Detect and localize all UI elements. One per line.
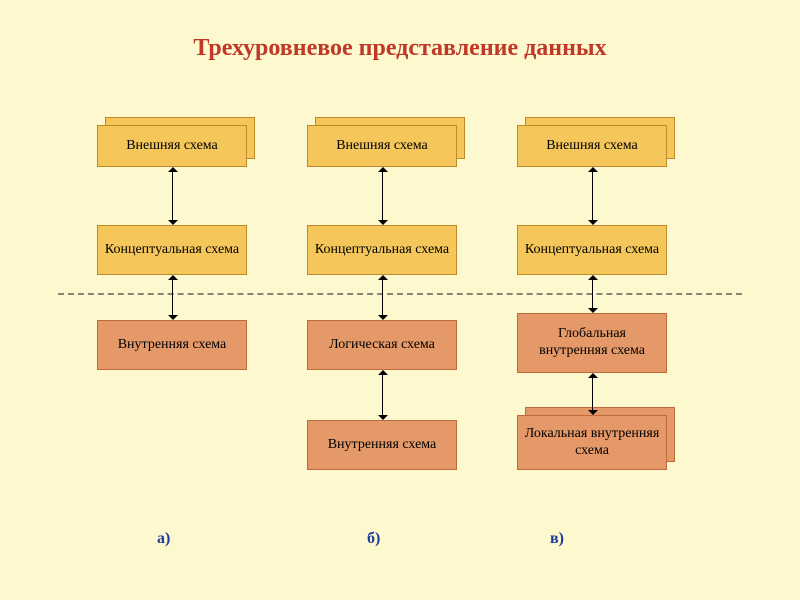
arrow-head-up-icon bbox=[168, 275, 178, 280]
arrow-head-down-icon bbox=[588, 308, 598, 313]
arrow bbox=[382, 375, 383, 415]
arrow bbox=[592, 172, 593, 220]
arrow-head-up-icon bbox=[588, 373, 598, 378]
column-label-b: б) bbox=[367, 530, 380, 548]
column-label-c: в) bbox=[550, 530, 564, 548]
diagram-box-b3: Логическая схема bbox=[307, 320, 457, 370]
diagram-box-a2: Концептуальная схема bbox=[97, 225, 247, 275]
arrow bbox=[592, 378, 593, 410]
diagram-box-b1: Внешняя схема bbox=[307, 125, 457, 167]
arrow-head-down-icon bbox=[378, 220, 388, 225]
arrow bbox=[382, 280, 383, 315]
arrow-head-down-icon bbox=[588, 220, 598, 225]
arrow bbox=[172, 172, 173, 220]
arrow-head-up-icon bbox=[378, 370, 388, 375]
diagram-box-c4: Локальная внутренняя схема bbox=[517, 415, 667, 470]
diagram-box-a3: Внутренняя схема bbox=[97, 320, 247, 370]
diagram-box-c3: Глобальная внутренняя схема bbox=[517, 313, 667, 373]
diagram-box-b4: Внутренняя схема bbox=[307, 420, 457, 470]
arrow-head-down-icon bbox=[378, 415, 388, 420]
arrow bbox=[172, 280, 173, 315]
page-title: Трехуровневое представление данных bbox=[0, 35, 800, 62]
diagram-box-b2: Концептуальная схема bbox=[307, 225, 457, 275]
arrow-head-down-icon bbox=[588, 410, 598, 415]
arrow-head-up-icon bbox=[588, 167, 598, 172]
diagram-box-c2: Концептуальная схема bbox=[517, 225, 667, 275]
arrow-head-down-icon bbox=[168, 315, 178, 320]
column-label-a: а) bbox=[157, 530, 170, 548]
arrow bbox=[592, 280, 593, 308]
diagram-box-c1: Внешняя схема bbox=[517, 125, 667, 167]
arrow-head-up-icon bbox=[378, 167, 388, 172]
arrow-head-up-icon bbox=[588, 275, 598, 280]
diagram-box-a1: Внешняя схема bbox=[97, 125, 247, 167]
arrow-head-up-icon bbox=[378, 275, 388, 280]
arrow-head-down-icon bbox=[378, 315, 388, 320]
arrow-head-down-icon bbox=[168, 220, 178, 225]
arrow-head-up-icon bbox=[168, 167, 178, 172]
divider-dashed bbox=[58, 293, 742, 295]
arrow bbox=[382, 172, 383, 220]
